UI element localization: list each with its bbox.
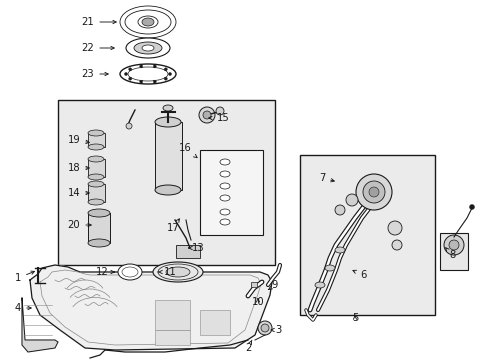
Ellipse shape [142, 18, 154, 26]
Circle shape [126, 123, 132, 129]
Ellipse shape [325, 265, 334, 271]
Ellipse shape [88, 199, 104, 205]
Ellipse shape [125, 10, 171, 34]
Ellipse shape [122, 267, 138, 277]
Text: 8: 8 [445, 248, 454, 260]
Ellipse shape [118, 264, 142, 280]
Bar [299, 155, 434, 315]
Circle shape [258, 321, 271, 335]
Ellipse shape [155, 185, 181, 195]
Ellipse shape [88, 181, 104, 187]
Ellipse shape [88, 130, 104, 136]
Circle shape [153, 80, 156, 83]
Ellipse shape [120, 64, 176, 84]
Circle shape [448, 240, 458, 250]
Bar [439, 233, 467, 270]
Circle shape [168, 72, 171, 76]
Bar [155, 330, 190, 345]
Text: 1: 1 [15, 271, 35, 283]
Ellipse shape [153, 262, 203, 282]
Ellipse shape [126, 38, 170, 58]
Text: 3: 3 [270, 325, 281, 335]
Circle shape [387, 221, 401, 235]
Ellipse shape [220, 183, 229, 189]
Ellipse shape [134, 42, 162, 54]
Ellipse shape [220, 171, 229, 177]
Text: 2: 2 [244, 340, 251, 353]
Circle shape [164, 68, 167, 71]
Ellipse shape [88, 144, 104, 150]
Text: 17: 17 [166, 219, 179, 233]
Text: 20: 20 [67, 220, 91, 230]
Circle shape [153, 65, 156, 68]
Circle shape [199, 107, 215, 123]
Text: 5: 5 [351, 313, 357, 323]
Bar [250, 282, 257, 287]
Circle shape [140, 80, 142, 83]
Bar [88, 213, 110, 243]
Ellipse shape [220, 195, 229, 201]
Circle shape [346, 194, 357, 206]
Bar [200, 310, 229, 335]
Circle shape [443, 235, 463, 255]
Ellipse shape [158, 264, 198, 280]
Text: 21: 21 [81, 17, 116, 27]
Ellipse shape [220, 219, 229, 225]
Bar [155, 300, 190, 330]
Text: 18: 18 [67, 163, 89, 173]
Circle shape [362, 181, 384, 203]
Text: 9: 9 [268, 280, 278, 290]
Ellipse shape [142, 45, 154, 51]
Text: 11: 11 [158, 267, 176, 277]
Text: 7: 7 [318, 173, 334, 183]
Bar [88, 159, 105, 177]
Ellipse shape [163, 105, 173, 111]
Bar [58, 100, 274, 265]
Ellipse shape [165, 267, 190, 277]
Text: 16: 16 [178, 143, 197, 158]
Circle shape [164, 77, 167, 80]
Circle shape [128, 77, 131, 80]
Circle shape [355, 174, 391, 210]
Text: 13: 13 [188, 243, 204, 253]
Ellipse shape [220, 209, 229, 215]
Text: 22: 22 [81, 43, 114, 53]
Text: 19: 19 [67, 135, 89, 145]
Bar [200, 150, 263, 235]
Polygon shape [30, 265, 271, 350]
Polygon shape [22, 298, 58, 352]
Circle shape [368, 187, 378, 197]
Ellipse shape [334, 247, 345, 253]
Circle shape [468, 204, 473, 210]
Circle shape [334, 205, 345, 215]
Circle shape [140, 65, 142, 68]
Bar [155, 122, 182, 190]
Ellipse shape [314, 282, 325, 288]
Circle shape [391, 240, 401, 250]
Ellipse shape [120, 6, 176, 38]
Ellipse shape [88, 239, 110, 247]
Text: 10: 10 [251, 297, 264, 307]
Circle shape [216, 107, 224, 115]
Ellipse shape [155, 117, 181, 127]
Ellipse shape [88, 209, 110, 217]
Text: 6: 6 [352, 270, 366, 280]
Ellipse shape [128, 67, 168, 81]
Bar [88, 133, 105, 147]
Text: 15: 15 [208, 113, 229, 123]
Text: 12: 12 [96, 267, 114, 277]
Circle shape [124, 72, 127, 76]
Circle shape [261, 324, 268, 332]
Ellipse shape [220, 159, 229, 165]
Ellipse shape [138, 16, 158, 28]
Ellipse shape [88, 174, 104, 180]
Bar [88, 184, 105, 202]
Text: 23: 23 [81, 69, 108, 79]
Bar [176, 245, 200, 258]
Text: 4: 4 [15, 303, 31, 313]
Circle shape [203, 111, 210, 119]
Ellipse shape [88, 156, 104, 162]
Circle shape [128, 68, 131, 71]
Text: 14: 14 [67, 188, 89, 198]
